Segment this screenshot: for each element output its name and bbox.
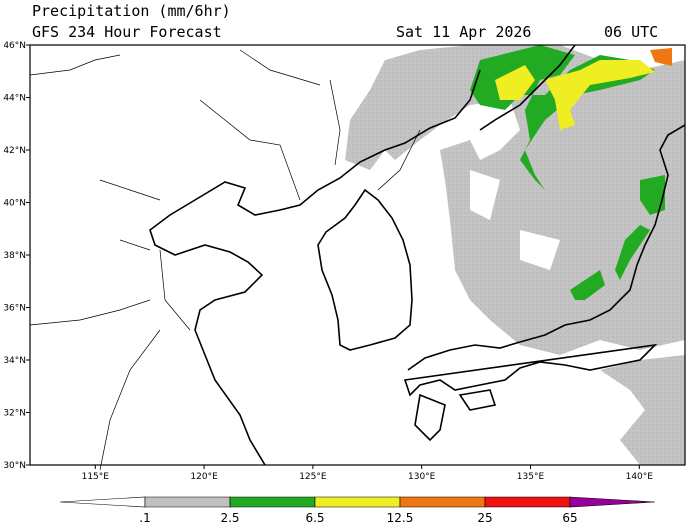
colorbar-swatch — [484, 496, 571, 508]
precip-field — [345, 45, 685, 465]
time: 06 UTC — [604, 23, 658, 41]
map — [29, 44, 686, 471]
lat-tick-label: 32°N — [3, 409, 26, 419]
lat-tick-label: 30°N — [3, 461, 26, 471]
lat-tick-label: 42°N — [3, 146, 26, 156]
lat-tick-label: 38°N — [3, 251, 26, 261]
colorbar-swatch — [314, 496, 401, 508]
colorbar-label: 12.5 — [387, 511, 414, 525]
colorbar-swatch — [229, 496, 316, 508]
subtitle: GFS 234 Hour Forecast — [32, 23, 222, 41]
lon-tick-label: 140°E — [626, 472, 654, 482]
lat-tick-label: 46°N — [3, 41, 26, 51]
colorbar-swatch — [399, 496, 486, 508]
lat-tick-label: 44°N — [3, 94, 26, 104]
colorbar-label: 65 — [562, 511, 577, 525]
borders — [29, 49, 421, 471]
lat-tick-label: 36°N — [3, 304, 26, 314]
colorbar-label: .1 — [139, 511, 150, 525]
colorbar: .1 2.5 6.5 12.5 25 65 — [59, 496, 656, 525]
colorbar-swatch — [144, 496, 231, 508]
coastline-china — [149, 69, 481, 466]
colorbar-swatch — [59, 496, 146, 508]
coastline-japan — [403, 124, 686, 442]
lon-tick-label: 130°E — [408, 472, 436, 482]
date: Sat 11 Apr 2026 — [396, 23, 531, 41]
lon-tick-label: 125°E — [299, 472, 327, 482]
lon-tick-label: 135°E — [517, 472, 545, 482]
lon-tick-label: 120°E — [190, 472, 218, 482]
lat-tick-label: 40°N — [3, 199, 26, 209]
lon-tick-label: 115°E — [82, 472, 110, 482]
colorbar-swatch — [569, 496, 656, 508]
colorbar-label: 25 — [477, 511, 492, 525]
colorbar-label: 2.5 — [220, 511, 239, 525]
colorbar-label: 6.5 — [305, 511, 324, 525]
lat-tick-label: 34°N — [3, 356, 26, 366]
coastline-russia — [479, 44, 576, 131]
coastline-korea — [317, 188, 413, 351]
title: Precipitation (mm/6hr) — [32, 2, 231, 20]
